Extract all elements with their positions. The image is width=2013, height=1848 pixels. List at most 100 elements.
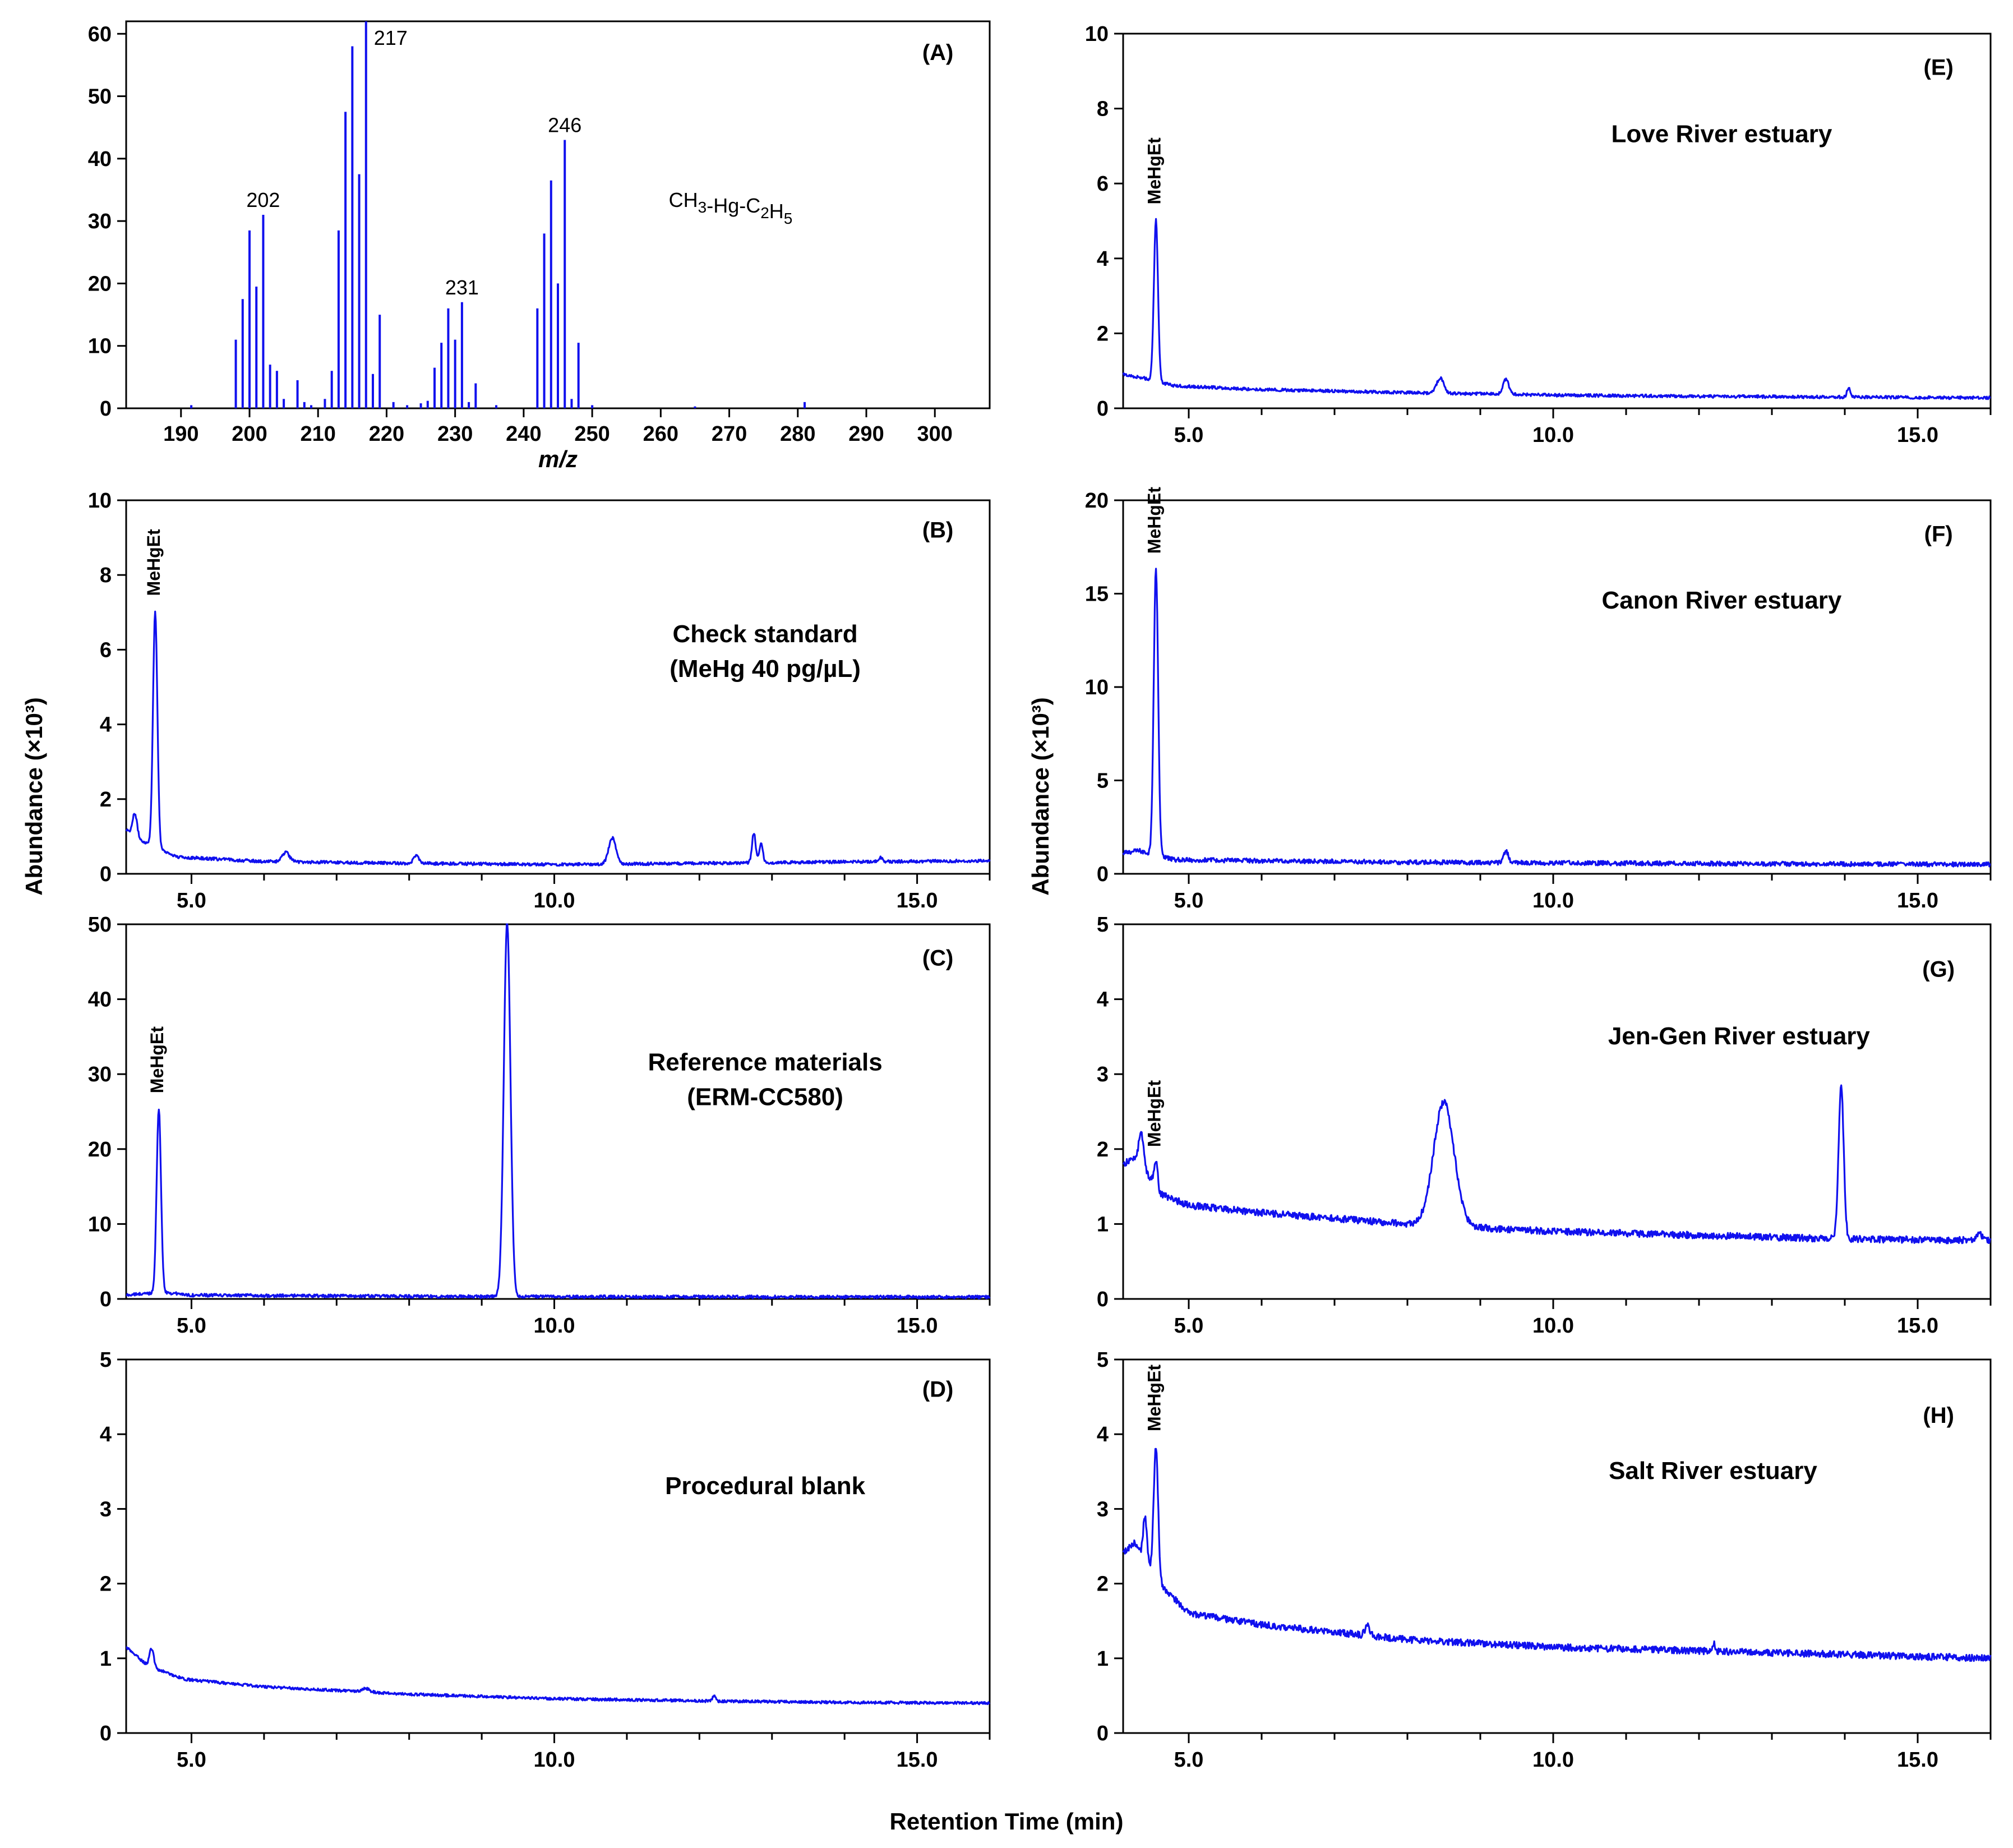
panel-G-label: (G) (1922, 957, 1955, 982)
panel-F-xtick-label: 5.0 (1174, 889, 1204, 913)
panel-H-ytick-label: 4 (1097, 1423, 1109, 1446)
panel-H-frame (1122, 1358, 1992, 1734)
panel-B-ytick-label: 4 (100, 713, 112, 737)
panel-D-ytick-label: 3 (100, 1497, 112, 1521)
panel-D-xtick-label: 10.0 (534, 1748, 575, 1772)
panel-G-ytick-label: 4 (1097, 988, 1109, 1012)
panel-E-xtick-label: 10.0 (1532, 423, 1574, 447)
chart-panels: 190 200 210 220 230 240 250 260 270 280 290 3000102… (88, 20, 1992, 1772)
panel-B-xtick-label: 10.0 (534, 889, 575, 913)
panel-B-ytick-label: 0 (100, 863, 112, 886)
panel-G-ytick-label: 1 (1097, 1213, 1109, 1236)
panel-G-frame (1122, 923, 1992, 1300)
mz-peak-label: 231 (445, 276, 479, 299)
panel-A-xtick-label: 290 (848, 422, 884, 446)
panel-F-title: Canon River estuary (1601, 587, 1841, 614)
chromatogram-trace (1122, 218, 1991, 400)
panel-G-xtick-label: 10.0 (1532, 1314, 1574, 1338)
panel-C-ytick-label: 0 (100, 1288, 112, 1311)
panel-G-ytick-label: 3 (1097, 1063, 1109, 1086)
panel-C: 5.0 10.0 15.0 0 10 20 30 40 50 (C) Reference mater… (88, 913, 991, 1338)
panel-F-ytick-label: 20 (1085, 489, 1109, 513)
panel-E-label: (E) (1924, 55, 1954, 80)
panel-E-frame (1122, 33, 1992, 409)
y-axis-title-left: Abundance (×10³) (21, 697, 47, 896)
panel-E-ytick-label: 0 (1097, 397, 1109, 421)
panel-H-title: Salt River estuary (1609, 1457, 1817, 1485)
panel-F-label: (F) (1924, 522, 1953, 546)
panel-E-xtick-label: 5.0 (1174, 423, 1204, 447)
panel-C-ytick-label: 30 (88, 1063, 112, 1086)
meHgEt-peak-label: MeHgEt (1144, 137, 1165, 204)
panel-A-xtick-label: 220 (369, 422, 404, 446)
panel-A-xtick-label: 300 (917, 422, 953, 446)
panel-A-ytick-label: 20 (88, 272, 112, 296)
mz-peak-label: 217 (374, 26, 408, 49)
panel-D-ytick-label: 5 (100, 1348, 112, 1372)
panel-H: 5.0 10.0 15.0 0 1 2 3 4 5 (H) Salt River estuary Me… (1097, 1348, 1992, 1772)
panel-G-xtick-label: 15.0 (1897, 1314, 1938, 1338)
panel-H-ytick-label: 3 (1097, 1497, 1109, 1521)
panel-A-xlabel: m/z (538, 446, 578, 472)
panel-B-title: Check standard (673, 620, 858, 648)
panel-F-xtick-label: 10.0 (1532, 889, 1574, 913)
panel-A-ytick-label: 0 (100, 397, 112, 421)
panel-A-ytick-label: 40 (88, 148, 112, 171)
panel-B-title: (MeHg 40 pg/µL) (670, 655, 861, 683)
panel-D-ytick-label: 4 (100, 1423, 112, 1446)
panel-F-frame (1122, 499, 1992, 875)
panel-A-ytick-label: 10 (88, 335, 112, 358)
panel-E-title: Love River estuary (1612, 121, 1832, 148)
panel-F-ytick-label: 10 (1085, 676, 1109, 699)
panel-B-frame (125, 499, 991, 875)
panel-E-ytick-label: 4 (1097, 247, 1109, 271)
panel-A-label: (A) (922, 40, 954, 65)
panel-C-ytick-label: 10 (88, 1213, 112, 1236)
panel-D-ytick-label: 1 (100, 1647, 112, 1671)
panel-E-ytick-label: 10 (1085, 22, 1109, 46)
panel-F-ytick-label: 15 (1085, 583, 1109, 606)
panel-C-title: (ERM-CC580) (687, 1084, 843, 1111)
panel-F-ytick-label: 5 (1097, 769, 1109, 793)
meHgEt-peak-label: MeHgEt (147, 1026, 167, 1093)
panel-G-ytick-label: 0 (1097, 1288, 1109, 1311)
chromatogram-trace (1122, 1448, 1992, 1662)
panel-A-ytick-label: 60 (88, 22, 112, 46)
panel-B-ytick-label: 8 (100, 564, 112, 587)
chromatogram-trace (126, 1646, 991, 1706)
panel-B-ytick-label: 6 (100, 638, 112, 662)
panel-A: 190 200 210 220 230 240 250 260 270 280 290 300 0 10 2… (88, 20, 991, 472)
panel-D-ytick-label: 2 (100, 1573, 112, 1596)
panel-D: 5.0 10.0 15.0 0 1 2 3 4 5 (D) Procedural blank (100, 1348, 991, 1772)
panel-B: 5.0 10.0 15.0 0 2 4 6 8 10 (B) Check standard (MeHg… (88, 489, 991, 913)
panel-C-ytick-label: 50 (88, 913, 112, 937)
panel-C-frame (125, 923, 991, 1300)
panel-B-ytick-label: 2 (100, 788, 112, 812)
panel-D-title: Procedural blank (665, 1472, 866, 1500)
y-axis-title-right: Abundance (×10³) (1027, 697, 1054, 896)
panel-E-xtick-label: 15.0 (1897, 423, 1938, 447)
chromatogram-trace (125, 610, 991, 867)
panel-A-xtick-label: 230 (437, 422, 473, 446)
panel-A-xtick-label: 190 (163, 422, 198, 446)
panel-H-xtick-label: 15.0 (1897, 1748, 1938, 1772)
chromatogram-trace (1122, 568, 1991, 868)
panel-C-xtick-label: 10.0 (534, 1314, 575, 1338)
panel-G-ytick-label: 2 (1097, 1138, 1109, 1162)
panel-H-ytick-label: 0 (1097, 1722, 1109, 1745)
panel-H-xtick-label: 10.0 (1532, 1748, 1574, 1772)
chromatogram-trace (126, 923, 991, 1299)
panel-F-ytick-label: 0 (1097, 863, 1109, 886)
panel-D-label: (D) (922, 1377, 954, 1402)
meHgEt-peak-label: MeHgEt (1144, 1080, 1165, 1147)
panel-A-xtick-label: 270 (712, 422, 747, 446)
chromatogram-trace (1122, 1084, 1992, 1245)
panel-H-ytick-label: 5 (1097, 1348, 1109, 1372)
panel-A-ytick-label: 50 (88, 85, 112, 109)
panel-H-ytick-label: 2 (1097, 1573, 1109, 1596)
panel-A-xtick-label: 280 (780, 422, 815, 446)
panel-E-ytick-label: 2 (1097, 322, 1109, 345)
panel-D-frame (125, 1358, 991, 1734)
panel-G-title: Jen-Gen River estuary (1608, 1022, 1871, 1050)
